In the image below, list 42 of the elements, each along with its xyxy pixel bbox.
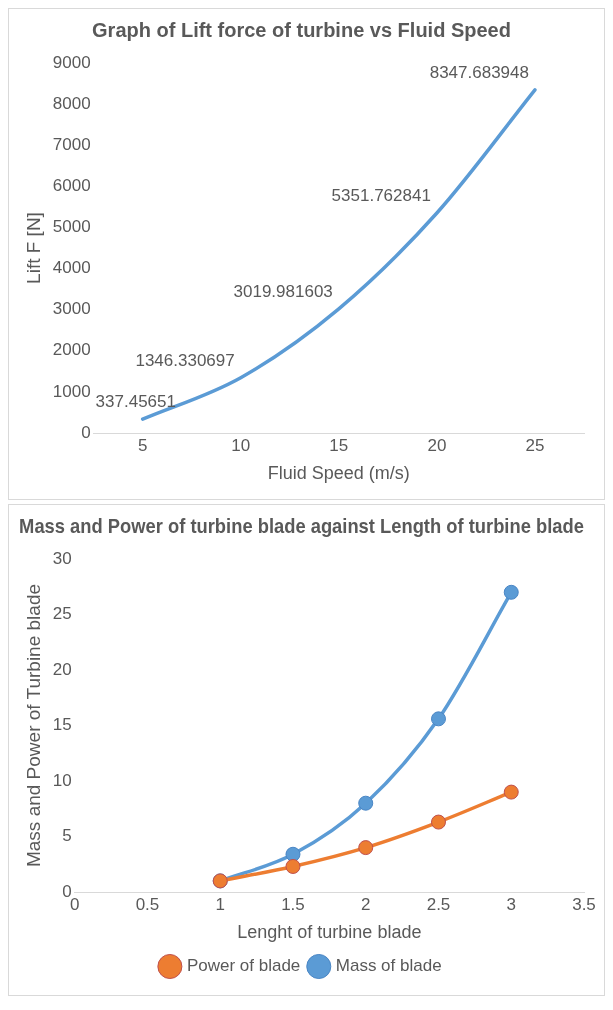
y-tick-label: 30 [52,548,72,568]
y-tick-label: 4000 [52,258,91,278]
y-tick-label: 20 [52,659,72,679]
x-tick-label: 5 [137,435,148,455]
x-tick-label: 15 [329,435,349,455]
x-axis-title: Fluid Speed (m/s) [267,463,410,484]
y-tick-label: 5000 [52,217,91,237]
chart-title: Mass and Power of turbine blade against Length of turbine blade [19,514,585,537]
y-tick-label: 0 [81,422,91,442]
y-axis-title: Lift F [N] [22,212,44,284]
y-tick-label: 15 [52,715,72,735]
data-label: 3019.981603 [233,282,333,302]
x-tick-label: 3 [506,894,516,914]
x-tick-label: 2.5 [426,894,451,914]
x-tick-label: 10 [231,435,251,455]
chart-title: Graph of Lift force of turbine vs Fluid Speed [92,18,511,41]
data-label: 1346.330697 [135,350,235,370]
y-tick-label: 25 [52,604,72,624]
y-tick-label: 0 [62,881,72,901]
x-tick-label: 3.5 [572,894,596,914]
x-tick-label: 1 [215,894,225,914]
x-tick-label: 0.5 [135,894,160,914]
x-tick-label: 20 [427,435,447,455]
x-tick-label: 25 [525,435,545,455]
data-label: 5351.762841 [331,186,431,206]
y-tick-label: 6000 [52,176,91,196]
y-tick-label: 8000 [52,93,91,113]
x-tick-label: 2 [361,894,371,914]
y-tick-label: 2000 [52,340,91,360]
data-label: 8347.683948 [429,63,529,82]
legend-label: Power of blade [186,956,301,976]
y-tick-label: 5 [62,826,72,846]
data-label: 337.45651 [95,392,176,412]
x-axis-title: Lenght of turbine blade [237,922,422,943]
x-tick-label: 1.5 [281,894,305,914]
y-axis-title: Mass and Power of Turbine blade [22,583,44,868]
y-tick-label: 7000 [52,134,91,154]
legend-label: Mass of blade [335,956,442,976]
y-tick-label: 10 [52,770,72,790]
y-tick-label: 3000 [52,299,91,319]
y-tick-label: 1000 [52,381,91,401]
y-tick-label: 9000 [52,52,91,72]
